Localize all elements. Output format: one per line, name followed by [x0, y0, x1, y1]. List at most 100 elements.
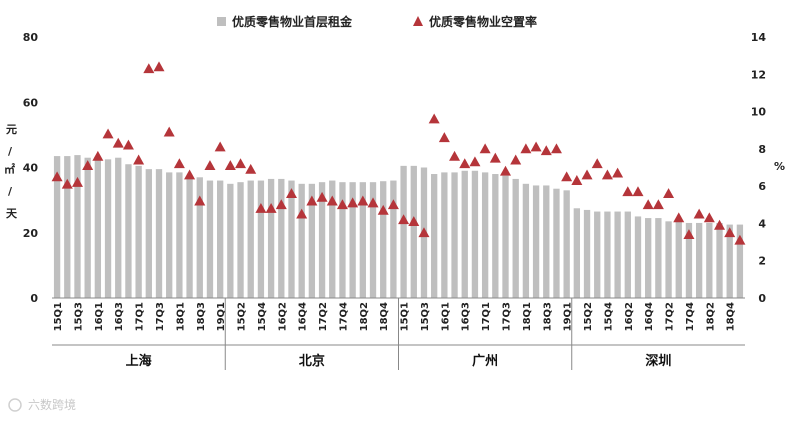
vacancy-marker	[133, 154, 145, 165]
vacancy-marker	[336, 199, 348, 210]
left-unit-char-1: /	[8, 145, 13, 158]
rent-bar	[492, 174, 499, 298]
vacancy-marker	[714, 219, 726, 230]
vacancy-marker	[663, 188, 675, 198]
vacancy-marker	[561, 171, 573, 182]
rent-bar	[594, 211, 601, 298]
rent-bar	[431, 174, 438, 298]
x-tick-label: 17Q4	[338, 302, 349, 331]
vacancy-marker	[326, 195, 338, 206]
rent-bar	[716, 222, 723, 298]
x-tick-label: 16Q1	[94, 302, 105, 331]
rent-bar	[675, 221, 682, 298]
vacancy-marker	[724, 227, 736, 238]
vacancy-marker	[92, 150, 104, 161]
rent-bar	[522, 183, 530, 298]
rent-bar	[461, 170, 468, 298]
rent-bars	[53, 155, 744, 298]
vacancy-marker	[591, 158, 603, 169]
legend: 优质零售物业首层租金 优质零售物业空置率	[217, 14, 537, 29]
rent-bar	[481, 172, 489, 298]
vacancy-marker	[255, 203, 267, 213]
vacancy-marker	[387, 199, 399, 210]
right-tick-label: 6	[758, 180, 766, 193]
rent-bar	[634, 216, 642, 298]
rent-bar	[288, 180, 295, 298]
vacancy-marker	[459, 158, 471, 169]
vacancy-marker	[122, 139, 134, 150]
left-tick-label: 20	[23, 227, 39, 240]
rent-bar	[573, 208, 581, 298]
rent-bar	[655, 218, 662, 298]
right-tick-label: 0	[758, 292, 766, 305]
left-tick-label: 60	[23, 96, 39, 109]
rent-bar	[247, 180, 254, 298]
rent-bar	[227, 183, 234, 298]
vacancy-marker	[500, 165, 512, 176]
x-tick-label: 16Q4	[644, 302, 655, 331]
rent-bar	[512, 178, 519, 298]
x-tick-label: 15Q2	[583, 302, 594, 331]
left-axis-unit: 元 / ㎡ / 天	[4, 123, 18, 220]
right-tick-label: 14	[751, 31, 767, 44]
rent-bar	[339, 182, 346, 298]
vacancy-marker	[479, 143, 491, 154]
right-tick-label: 10	[751, 106, 767, 119]
x-tick-label: 15Q3	[73, 302, 84, 331]
vacancy-marker	[581, 169, 593, 180]
vacancy-marker	[51, 171, 63, 182]
x-tick-label: 19Q1	[563, 302, 574, 331]
axes: 0 20 40 60 80 0 2 4 6 8 10 12 14	[23, 31, 767, 305]
rent-bar	[532, 185, 540, 298]
rent-bar	[400, 165, 407, 298]
rent-bar	[53, 156, 61, 298]
rent-bar	[441, 172, 448, 298]
rent-bar	[308, 183, 316, 298]
vacancy-marker	[540, 145, 552, 156]
rent-bar	[410, 165, 417, 298]
vacancy-marker	[550, 143, 562, 154]
x-tick-label: 18Q2	[359, 302, 370, 331]
rent-bar	[176, 172, 183, 298]
rent-bar	[624, 211, 631, 298]
right-tick-label: 8	[758, 143, 766, 156]
rent-bar	[369, 182, 377, 298]
watermark: 六数跨境	[8, 397, 76, 412]
vacancy-marker	[306, 195, 318, 206]
rent-bar	[237, 182, 244, 298]
rent-bar	[604, 211, 611, 298]
rent-bar	[84, 157, 91, 298]
rent-bar	[257, 180, 265, 298]
legend-vacancy-label: 优质零售物业空置率	[429, 14, 537, 29]
rent-bar	[685, 222, 693, 298]
rent-bar	[736, 224, 744, 298]
x-tick-label: 17Q3	[155, 302, 166, 331]
rent-bar	[706, 222, 713, 298]
rent-bar	[563, 190, 570, 298]
vacancy-marker	[296, 208, 308, 219]
rent-bar	[298, 183, 305, 298]
vacancy-marker	[61, 178, 73, 189]
left-unit-char-2: ㎡	[4, 162, 15, 176]
vacancy-marker	[734, 234, 746, 245]
vacancy-marker	[642, 199, 654, 210]
rent-bar	[196, 177, 203, 298]
city-label: 北京	[299, 353, 325, 369]
rent-bar	[695, 222, 703, 298]
x-tick-label: 16Q1	[440, 302, 451, 331]
vacancy-marker	[347, 197, 359, 208]
rent-bar	[451, 172, 458, 298]
rent-bar	[267, 178, 275, 298]
watermark-logo-icon	[8, 398, 22, 412]
rent-bar	[206, 180, 214, 298]
rent-bar	[543, 185, 550, 298]
rent-bar	[125, 164, 132, 298]
vacancy-marker	[438, 132, 450, 143]
rent-bar	[359, 182, 366, 298]
x-tick-label: 18Q1	[522, 302, 533, 331]
vacancy-marker	[520, 143, 532, 154]
vacancy-marker	[408, 216, 420, 226]
legend-vacancy-swatch	[413, 16, 423, 26]
x-tick-label: 15Q4	[603, 302, 614, 331]
city-label: 广州	[472, 353, 498, 369]
